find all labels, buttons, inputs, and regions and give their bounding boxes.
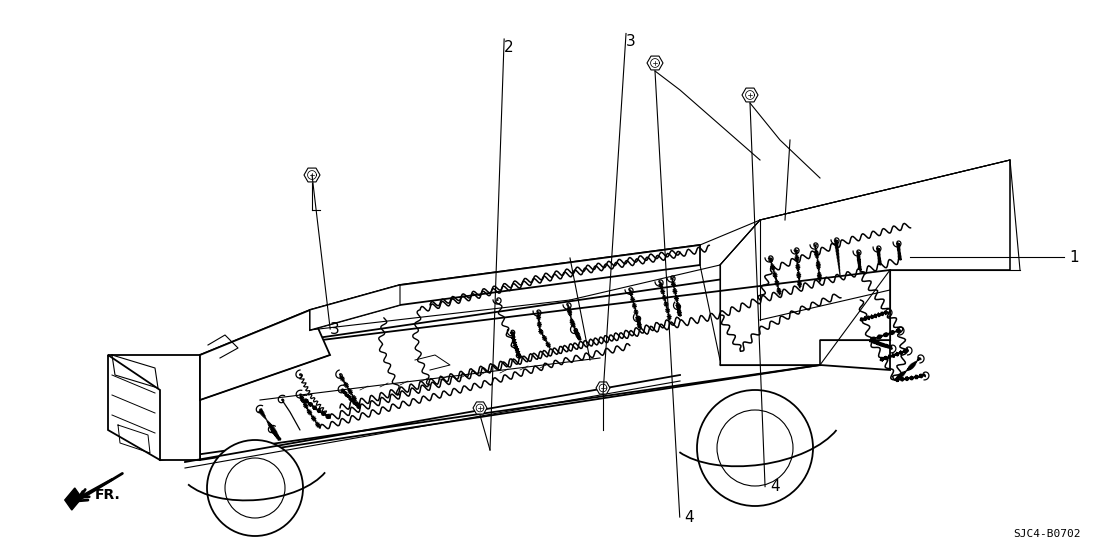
Text: SJC4-B0702: SJC4-B0702	[1013, 529, 1080, 539]
Polygon shape	[107, 355, 201, 460]
Text: 4: 4	[685, 509, 695, 525]
Text: 1: 1	[1069, 249, 1079, 265]
Polygon shape	[64, 488, 82, 510]
Text: 3: 3	[626, 34, 636, 49]
Circle shape	[697, 390, 813, 506]
Polygon shape	[720, 160, 1010, 365]
Polygon shape	[647, 56, 663, 70]
Text: 3: 3	[330, 321, 340, 337]
Circle shape	[207, 440, 302, 536]
Circle shape	[225, 458, 285, 518]
Text: 2: 2	[504, 39, 514, 55]
Polygon shape	[107, 355, 160, 460]
Text: 4: 4	[770, 479, 780, 494]
Circle shape	[717, 410, 793, 486]
FancyArrowPatch shape	[80, 479, 112, 497]
Polygon shape	[310, 245, 700, 330]
Polygon shape	[201, 265, 890, 460]
Polygon shape	[310, 285, 400, 330]
Text: FR.: FR.	[95, 488, 121, 502]
Polygon shape	[473, 402, 488, 414]
Polygon shape	[201, 310, 330, 400]
Polygon shape	[742, 88, 758, 102]
Polygon shape	[596, 382, 611, 394]
Polygon shape	[304, 168, 320, 182]
